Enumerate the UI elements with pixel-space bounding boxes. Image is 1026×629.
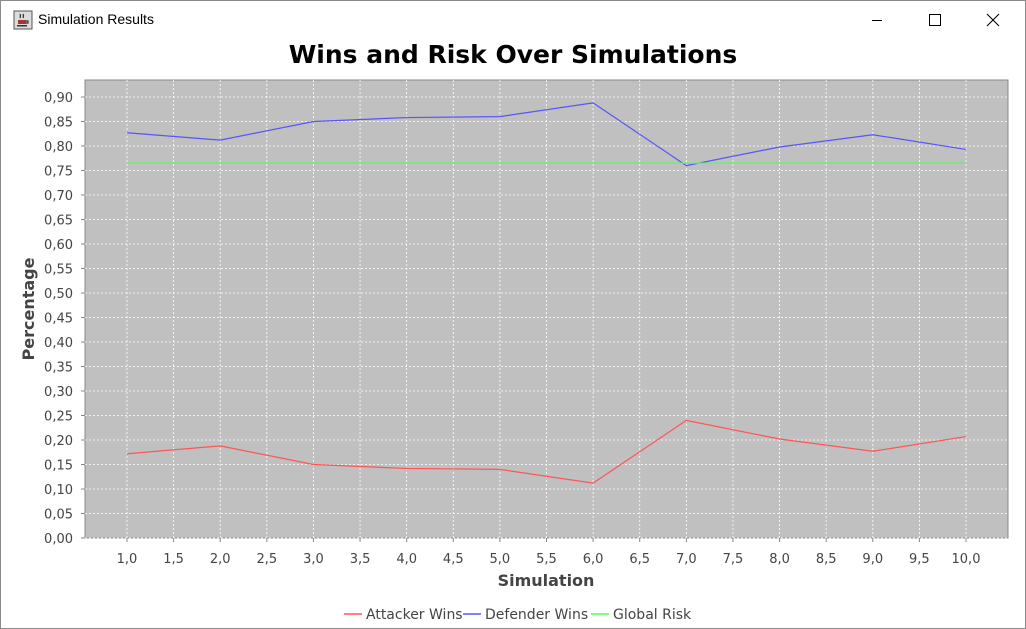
- y-tick-label: 0,40: [44, 336, 73, 351]
- x-tick-label: 2,5: [256, 552, 277, 567]
- x-tick-label: 6,5: [629, 552, 650, 567]
- y-tick-label: 0,55: [44, 263, 73, 278]
- x-tick-label: 1,5: [163, 552, 184, 567]
- y-tick-label: 0,85: [44, 116, 73, 131]
- title-bar[interactable]: Simulation Results: [1, 1, 1025, 39]
- chart-title: Wins and Risk Over Simulations: [289, 40, 738, 69]
- y-tick-label: 0,70: [44, 189, 73, 204]
- java-cup-icon: [13, 10, 33, 30]
- x-tick-label: 4,5: [443, 552, 464, 567]
- y-tick-label: 0,20: [44, 434, 73, 449]
- y-tick-label: 0,80: [44, 140, 73, 155]
- y-tick-label: 0,30: [44, 385, 73, 400]
- close-icon: [986, 13, 1000, 27]
- x-axis-label: Simulation: [498, 571, 595, 590]
- x-tick-label: 9,0: [862, 552, 883, 567]
- x-tick-label: 2,0: [210, 552, 231, 567]
- x-tick-label: 7,5: [723, 552, 744, 567]
- x-tick-label: 5,5: [536, 552, 557, 567]
- x-tick-label: 8,0: [769, 552, 790, 567]
- y-tick-label: 0,65: [44, 214, 73, 229]
- y-axis-label: Percentage: [19, 257, 38, 360]
- y-tick-label: 0,10: [44, 483, 73, 498]
- x-tick-label: 9,5: [909, 552, 930, 567]
- minimize-icon: [872, 20, 882, 21]
- x-tick-label: 3,0: [303, 552, 324, 567]
- legend-label-global-risk: Global Risk: [613, 607, 692, 623]
- x-tick-label: 4,0: [396, 552, 417, 567]
- x-tick-label: 8,5: [816, 552, 837, 567]
- series-line-defender-wins: [126, 102, 967, 167]
- y-tick-label: 0,15: [44, 459, 73, 474]
- y-tick-label: 0,45: [44, 312, 73, 327]
- maximize-button[interactable]: [912, 1, 958, 39]
- y-tick-label: 0,90: [44, 91, 73, 106]
- x-tick-label: 6,0: [583, 552, 604, 567]
- y-tick-label: 0,60: [44, 238, 73, 253]
- x-tick-label: 1,0: [117, 552, 138, 567]
- series-lines: [126, 102, 967, 484]
- x-axis: 1,0 1,5 2,0 2,5 3,0 3,5 4,0 4,5 5,0 5,5 6,0 6,5 7,0 7…: [117, 538, 981, 567]
- chart-legend: Attacker Wins Defender Wins Global Risk: [344, 607, 692, 623]
- minimize-button[interactable]: [854, 1, 900, 39]
- grid-lines: [85, 80, 1008, 539]
- y-tick-label: 0,00: [44, 532, 73, 547]
- y-axis: 0,00 0,05 0,10 0,15 0,20 0,25 0,30 0,35 0,40 0,45…: [44, 91, 85, 547]
- x-tick-label: 10,0: [952, 552, 981, 567]
- x-tick-label: 3,5: [350, 552, 371, 567]
- legend-label-attacker-wins: Attacker Wins: [366, 607, 463, 623]
- window-title: Simulation Results: [38, 11, 154, 27]
- x-tick-label: 7,0: [676, 552, 697, 567]
- legend-label-defender-wins: Defender Wins: [485, 607, 588, 623]
- y-tick-label: 0,25: [44, 410, 73, 425]
- x-tick-label: 5,0: [490, 552, 511, 567]
- y-tick-label: 0,50: [44, 287, 73, 302]
- y-tick-label: 0,05: [44, 508, 73, 523]
- series-line-attacker-wins: [126, 419, 967, 484]
- y-tick-label: 0,75: [44, 165, 73, 180]
- maximize-icon: [929, 14, 941, 26]
- y-tick-label: 0,35: [44, 361, 73, 376]
- close-button[interactable]: [970, 1, 1016, 39]
